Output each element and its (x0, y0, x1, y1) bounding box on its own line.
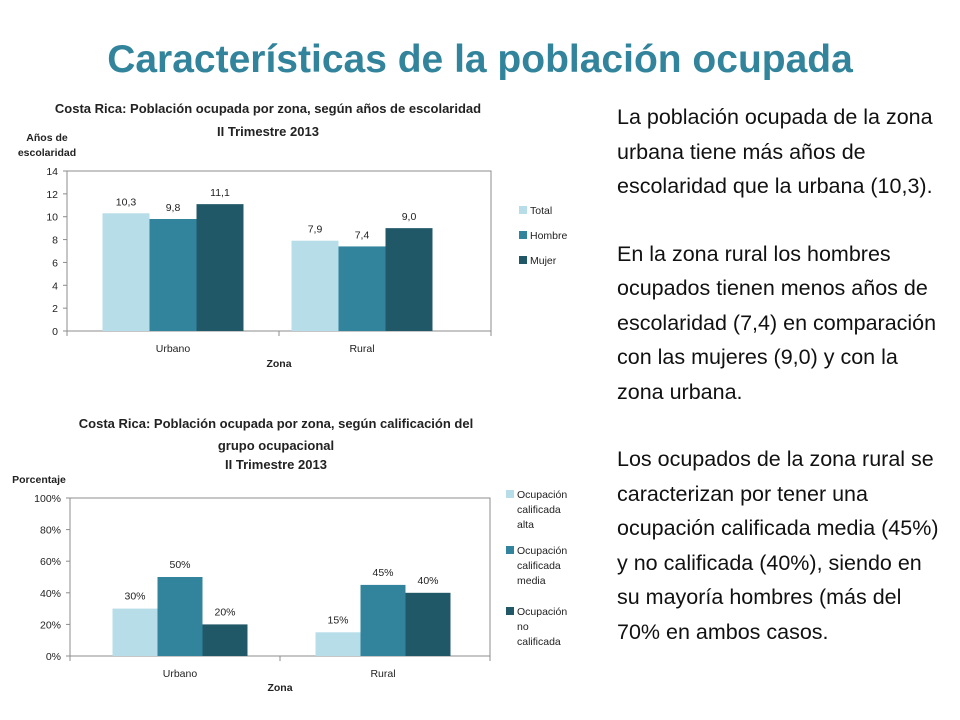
chart1-legend-swatch (519, 206, 527, 214)
chart2-bar (315, 632, 361, 656)
chart2-title-line: grupo ocupacional (218, 438, 334, 453)
chart2-legend-label: calificada (517, 560, 561, 572)
chart1-category-label: Urbano (156, 343, 191, 355)
chart1-data-label: 7,4 (355, 229, 370, 241)
chart1-ytick-label: 14 (46, 166, 58, 178)
chart2-xlabel: Zona (267, 682, 292, 694)
chart1-legend-swatch (519, 231, 527, 239)
chart2-title-line: Costa Rica: Población ocupada por zona, … (79, 416, 473, 431)
chart1-title-line: II Trimestre 2013 (217, 124, 319, 139)
chart2-data-label: 40% (417, 575, 438, 587)
chart1-ylabel: Años de (26, 132, 68, 144)
chart2-legend-swatch (506, 546, 514, 554)
chart1-bar (149, 219, 197, 331)
summary-text: La población ocupada de la zona urbana t… (617, 100, 947, 682)
chart2-bar (405, 592, 451, 656)
chart2-ytick-label: 80% (40, 525, 61, 537)
chart1-legend-label: Mujer (530, 255, 557, 267)
chart2-legend-label: Ocupación (517, 606, 567, 618)
chart1-data-label: 7,9 (308, 224, 323, 236)
chart2-legend-label: media (517, 575, 546, 587)
chart2-legend-swatch (506, 490, 514, 498)
chart1-legend-label: Hombre (530, 230, 568, 242)
summary-paragraph-3: Los ocupados de la zona rural se caracte… (617, 447, 939, 644)
chart2-data-label: 30% (124, 591, 145, 603)
chart1-bar (291, 240, 339, 331)
chart2-data-label: 50% (169, 559, 190, 571)
chart2-legend-label: no (517, 621, 529, 633)
chart2-legend-label: calificada (517, 504, 561, 516)
chart2-bar (112, 608, 158, 656)
chart1-ytick-label: 2 (52, 303, 58, 315)
chart1-ytick-label: 0 (52, 326, 58, 338)
chart1-legend-swatch (519, 256, 527, 264)
chart2-data-label: 15% (327, 614, 348, 626)
chart2-ytick-label: 20% (40, 619, 61, 631)
chart2-legend-label: calificada (517, 636, 561, 648)
chart2-ytick-label: 0% (46, 651, 61, 663)
chart2-category-label: Rural (370, 668, 395, 680)
chart2-legend-label: alta (517, 519, 534, 531)
chart2-data-label: 45% (372, 567, 393, 579)
chart1-bar (385, 228, 433, 331)
chart2-bar (202, 624, 248, 656)
chart2-ytick-label: 40% (40, 588, 61, 600)
chart2-bar (360, 584, 406, 656)
chart1-ytick-label: 8 (52, 235, 58, 247)
chart1-ytick-label: 10 (46, 212, 58, 224)
chart1-legend-label: Total (530, 205, 552, 217)
chart1-ylabel: escolaridad (18, 147, 76, 159)
chart1-data-label: 11,1 (210, 187, 230, 199)
chart1-bar (196, 204, 244, 331)
chart1-data-label: 9,8 (166, 202, 181, 214)
chart2-category-label: Urbano (163, 668, 198, 680)
chart2-bar (157, 577, 203, 656)
chart1-ytick-label: 6 (52, 257, 58, 269)
chart2-ylabel: Porcentaje (12, 474, 66, 486)
chart1-ytick-label: 4 (52, 280, 58, 292)
chart1-ytick-label: 12 (46, 189, 58, 201)
chart1-bar (102, 213, 150, 331)
chart1-data-label: 10,3 (116, 196, 137, 208)
chart1-data-label: 9,0 (402, 211, 417, 223)
chart1-category-label: Rural (349, 343, 374, 355)
summary-paragraph-2: En la zona rural los hombres ocupados ti… (617, 241, 937, 404)
chart1-xlabel: Zona (266, 358, 291, 370)
summary-paragraph-1: La población ocupada de la zona urbana t… (617, 105, 933, 198)
chart2-legend-label: Ocupación (517, 489, 567, 501)
chart2-ytick-label: 100% (34, 493, 61, 505)
chart2-data-label: 20% (214, 606, 235, 618)
chart2-legend-label: Ocupación (517, 545, 567, 557)
chart1-bar (338, 246, 386, 331)
chart2-title-line: II Trimestre 2013 (225, 457, 327, 472)
chart2-ytick-label: 60% (40, 556, 61, 568)
slide-title: Características de la población ocupada (107, 38, 853, 81)
chart1-title-line: Costa Rica: Población ocupada por zona, … (55, 101, 481, 116)
chart2-legend-swatch (506, 607, 514, 615)
